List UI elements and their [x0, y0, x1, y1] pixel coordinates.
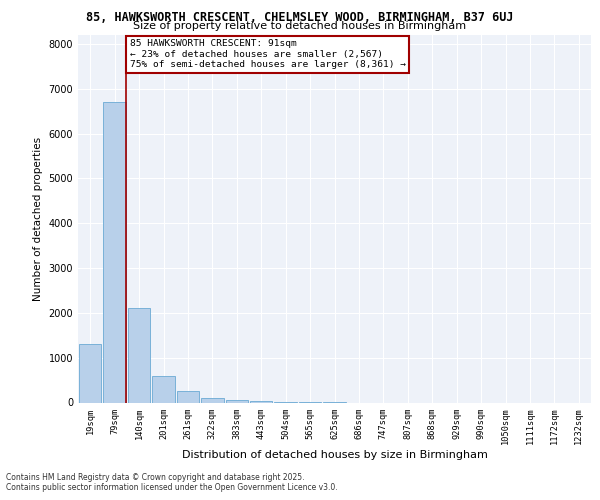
Bar — [201, 398, 224, 402]
Y-axis label: Number of detached properties: Number of detached properties — [33, 136, 43, 301]
Bar — [128, 308, 151, 402]
Text: 85, HAWKSWORTH CRESCENT, CHELMSLEY WOOD, BIRMINGHAM, B37 6UJ: 85, HAWKSWORTH CRESCENT, CHELMSLEY WOOD,… — [86, 11, 514, 24]
X-axis label: Distribution of detached houses by size in Birmingham: Distribution of detached houses by size … — [182, 450, 487, 460]
Text: Size of property relative to detached houses in Birmingham: Size of property relative to detached ho… — [133, 21, 467, 31]
Bar — [152, 376, 175, 402]
Text: Contains public sector information licensed under the Open Government Licence v3: Contains public sector information licen… — [6, 484, 338, 492]
Bar — [79, 344, 101, 403]
Bar — [103, 102, 126, 403]
Bar — [226, 400, 248, 402]
Text: Contains HM Land Registry data © Crown copyright and database right 2025.: Contains HM Land Registry data © Crown c… — [6, 472, 305, 482]
Text: 85 HAWKSWORTH CRESCENT: 91sqm
← 23% of detached houses are smaller (2,567)
75% o: 85 HAWKSWORTH CRESCENT: 91sqm ← 23% of d… — [130, 40, 406, 70]
Bar — [176, 392, 199, 402]
